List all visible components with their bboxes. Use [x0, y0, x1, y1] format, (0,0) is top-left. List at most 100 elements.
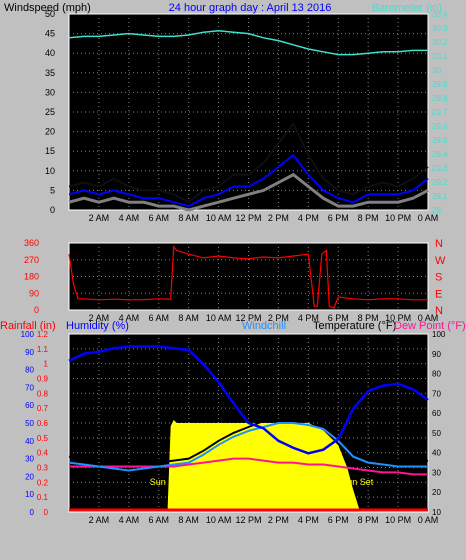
humidity-tick-label: 10	[25, 490, 34, 499]
humidity-tick-label: 90	[25, 348, 34, 357]
direction-x-tick-label: 0 AM	[418, 313, 439, 323]
humidity-tick-label: 80	[25, 366, 34, 375]
wind-gust-series	[68, 122, 429, 204]
rainfall-tick-label: 1.1	[37, 345, 49, 354]
direction-tick-label: 360	[24, 238, 39, 248]
temperature-tick-label: 10	[432, 508, 441, 517]
barometer-tick-label: 29.2	[432, 178, 448, 187]
direction-tick-label: 180	[24, 272, 39, 282]
windspeed-tick-label: 15	[45, 146, 55, 156]
temp-x-tick-label: 8 AM	[178, 515, 199, 525]
compass-tick-label: S	[435, 272, 442, 284]
barometer-tick-label: 30.4	[432, 10, 448, 19]
direction-x-tick-label: 4 PM	[298, 313, 319, 323]
windchill-label: Windchill	[242, 320, 286, 332]
humidity-tick-label: 0	[30, 508, 35, 517]
rainfall-tick-label: 0.9	[37, 375, 49, 384]
direction-tick-label: 0	[34, 305, 39, 315]
humidity-tick-label: 30	[25, 455, 34, 464]
rainfall-tick-label: 0.2	[37, 478, 49, 487]
barometer-tick-label: 29.1	[432, 192, 448, 201]
barometer-tick-label: 29.3	[432, 164, 448, 173]
temperature-tick-label: 30	[432, 468, 441, 477]
barometer-tick-label: 30.1	[432, 52, 448, 61]
windspeed-tick-label: 0	[50, 205, 55, 215]
chart-title: 24 hour graph day : April 13 2016	[169, 2, 332, 14]
wind-x-tick-label: 6 PM	[328, 213, 349, 223]
compass-tick-label: W	[435, 255, 446, 267]
wind-x-tick-label: 10 AM	[206, 213, 232, 223]
compass-tick-label: N	[435, 305, 443, 317]
humidity-tick-label: 60	[25, 401, 34, 410]
rainfall-axis-label: Rainfall (in)	[0, 320, 56, 332]
rainfall-tick-label: 1.2	[37, 330, 49, 339]
rainfall-tick-label: 0.1	[37, 493, 49, 502]
compass-tick-label: N	[435, 238, 443, 250]
temperature-tick-label: 80	[432, 370, 441, 379]
direction-x-tick-label: 6 PM	[328, 313, 349, 323]
windchill-series	[68, 422, 428, 472]
barometer-tick-label: 29.7	[432, 108, 448, 117]
sunset-annotation: Sun Set	[341, 477, 374, 487]
humidity-tick-label: 70	[25, 383, 34, 392]
windspeed-tick-label: 45	[45, 29, 55, 39]
sunrise-annotation: Sun Rise	[150, 477, 187, 487]
windspeed-tick-label: 40	[45, 48, 55, 58]
direction-x-tick-label: 6 AM	[148, 313, 169, 323]
direction-tick-label: 90	[29, 288, 39, 298]
temperature-tick-label: 60	[432, 409, 441, 418]
direction-x-tick-label: 4 AM	[119, 313, 140, 323]
temperature-tick-label: 40	[432, 449, 441, 458]
wind-x-tick-label: 0 AM	[418, 213, 439, 223]
wind-x-tick-label: 8 PM	[358, 213, 379, 223]
windspeed-tick-label: 25	[45, 107, 55, 117]
humidity-axis-label: Humidity (%)	[66, 320, 129, 332]
barometer-tick-label: 30.2	[432, 38, 448, 47]
wind-x-tick-label: 10 PM	[385, 213, 411, 223]
humidity-tick-label: 20	[25, 472, 34, 481]
direction-x-tick-label: 10 PM	[385, 313, 411, 323]
humidity-tick-label: 50	[25, 419, 34, 428]
barometer-tick-label: 29.6	[432, 122, 448, 131]
direction-x-tick-label: 12 PM	[235, 313, 261, 323]
barometer-tick-label: 30.3	[432, 24, 448, 33]
rainfall-tick-label: 1	[44, 360, 49, 369]
wind-x-tick-label: 6 AM	[148, 213, 169, 223]
temperature-series	[68, 416, 429, 466]
temp-x-tick-label: 2 AM	[89, 515, 110, 525]
humidity-tick-label: 100	[21, 330, 35, 339]
barometer-tick-label: 29.5	[432, 136, 448, 145]
temp-x-tick-label: 4 PM	[298, 515, 319, 525]
direction-x-tick-label: 8 AM	[178, 313, 199, 323]
temperature-tick-label: 70	[432, 389, 441, 398]
windspeed-tick-label: 10	[45, 166, 55, 176]
temperature-tick-label: 20	[432, 488, 441, 497]
wind-direction-series	[68, 245, 428, 309]
windspeed-tick-label: 35	[45, 68, 55, 78]
rainfall-tick-label: 0	[44, 508, 49, 517]
wind-x-tick-label: 2 AM	[89, 213, 110, 223]
direction-x-tick-label: 8 PM	[358, 313, 379, 323]
windspeed-tick-label: 5	[50, 185, 55, 195]
wind-x-tick-label: 4 AM	[119, 213, 140, 223]
windspeed-tick-label: 30	[45, 87, 55, 97]
barometer-tick-label: 29.9	[432, 80, 448, 89]
direction-tick-label: 270	[24, 255, 39, 265]
temperature-tick-label: 50	[432, 429, 441, 438]
rainfall-tick-label: 0.8	[37, 389, 49, 398]
direction-panel-plot	[68, 242, 429, 311]
direction-x-tick-label: 10 AM	[206, 313, 232, 323]
humidity-tick-label: 40	[25, 437, 34, 446]
rainfall-tick-label: 0.3	[37, 464, 49, 473]
wind-speed-average-series	[68, 153, 429, 208]
temp-x-tick-label: 0 AM	[418, 515, 439, 525]
wind-x-tick-label: 2 PM	[268, 213, 289, 223]
rainfall-tick-label: 0.4	[37, 449, 49, 458]
direction-x-tick-label: 2 PM	[268, 313, 289, 323]
wind-x-tick-label: 4 PM	[298, 213, 319, 223]
temp-x-tick-label: 10 AM	[206, 515, 232, 525]
temperature-tick-label: 90	[432, 350, 441, 359]
barometer-tick-label: 29.4	[432, 150, 448, 159]
